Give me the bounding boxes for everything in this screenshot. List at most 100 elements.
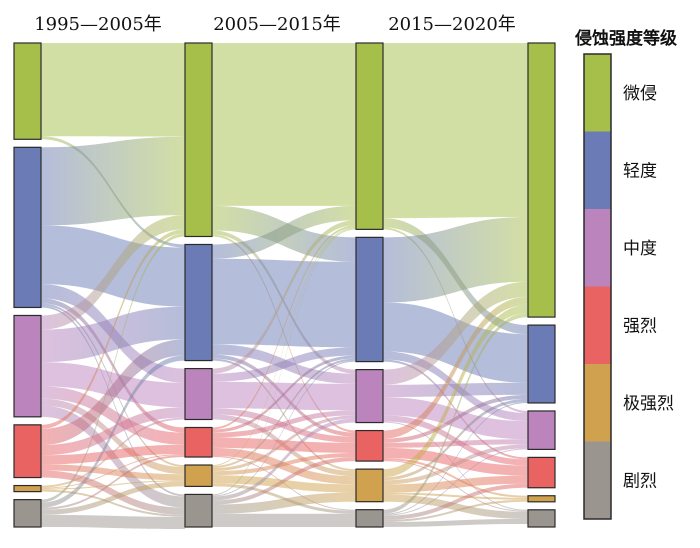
flow-link-0-2-4 [41, 398, 185, 475]
legend-swatch-2 [584, 209, 611, 287]
flow-link-2-4-2 [383, 444, 528, 485]
flow-link-2-4-1 [383, 398, 528, 481]
legend-swatch-1 [584, 131, 611, 209]
flow-link-2-0-0 [383, 43, 528, 219]
flow-link-1-4-3 [212, 452, 356, 476]
node-stage2-cat1 [355, 236, 384, 363]
node-stage0-cat1 [13, 146, 42, 309]
flow-link-1-3-3 [212, 437, 356, 453]
flow-link-0-1-5 [41, 305, 185, 497]
flow-link-0-3-3 [41, 444, 185, 465]
node-stage0-cat0 [13, 42, 42, 140]
legend-title: 侵蚀强度等级 [574, 28, 677, 49]
flow-link-0-1-0 [41, 136, 185, 226]
flow-link-1-4-0 [212, 227, 356, 467]
flow-link-0-2-3 [41, 386, 185, 445]
flow-link-2-3-2 [383, 439, 528, 448]
legend-swatch-0 [584, 54, 611, 132]
node-stage1-cat1 [184, 243, 213, 362]
flow-link-1-5-2 [212, 418, 356, 501]
node-stage0-cat5 [13, 499, 42, 528]
flow-link-0-4-3 [41, 453, 185, 489]
node-stage2-cat5 [355, 509, 384, 528]
node-stage1-cat2 [184, 367, 213, 421]
node-stage2-cat3 [355, 429, 384, 462]
flow-link-2-5-4 [383, 499, 528, 522]
flow-link-2-5-3 [383, 483, 528, 520]
flow-link-1-4-2 [212, 415, 356, 472]
flow-link-2-5-5 [383, 518, 528, 527]
flow-link-0-0-0 [41, 43, 185, 137]
node-stage2-cat0 [355, 42, 384, 230]
node-stage3-cat2 [527, 410, 556, 450]
legend-label-4: 极强烈 [623, 394, 674, 414]
flow-link-1-5-5 [212, 513, 356, 527]
legend-label-5: 剧烈 [623, 471, 657, 491]
flow-link-2-1-0 [383, 216, 528, 303]
node-stage2-cat4 [355, 468, 384, 503]
stage-label-0: 1995—2005年 [34, 14, 162, 35]
flow-link-1-4-1 [212, 358, 356, 469]
flow-link-0-4-4 [41, 480, 185, 490]
flow-link-1-1-0 [212, 205, 356, 259]
stage-label-2: 2015—2020年 [388, 14, 516, 35]
flow-link-1-3-1 [212, 355, 356, 433]
node-stage0-cat2 [13, 314, 42, 418]
node-stage3-cat1 [527, 324, 556, 404]
legend-swatch-4 [584, 364, 611, 442]
legend-label-2: 中度 [623, 239, 657, 259]
flow-link-0-5-3 [41, 454, 185, 510]
flow-link-2-1-1 [383, 302, 528, 383]
flow-link-0-2-0 [41, 215, 185, 330]
node-stage2-cat2 [355, 368, 384, 424]
flow-link-0-5-0 [41, 233, 185, 503]
flow-link-2-4-5 [383, 494, 528, 519]
node-stage0-cat4 [13, 484, 42, 493]
flow-link-1-4-4 [212, 475, 356, 493]
flow-link-0-4-2 [41, 417, 185, 488]
legend-label-0: 微侵 [623, 84, 657, 104]
flow-link-0-2-1 [41, 306, 185, 363]
flow-link-0-5-1 [41, 355, 185, 508]
legend-swatch-3 [584, 286, 611, 364]
flow-link-0-5-4 [41, 481, 185, 515]
flow-link-2-5-2 [383, 448, 528, 516]
node-stage1-cat3 [184, 426, 213, 458]
node-stage3-cat0 [527, 42, 556, 318]
flow-link-0-4-5 [41, 489, 185, 517]
flow-link-2-5-0 [383, 313, 528, 514]
node-stage1-cat5 [184, 493, 213, 528]
flow-link-1-4-5 [212, 483, 356, 514]
node-stage1-cat0 [184, 42, 213, 238]
flow-link-1-0-0 [212, 43, 356, 206]
flow-link-1-1-1 [212, 258, 356, 348]
stage-label-1: 2005—2015年 [213, 14, 341, 35]
legend-border [583, 53, 612, 520]
node-stage3-cat4 [527, 495, 556, 503]
flow-link-1-5-1 [212, 360, 356, 497]
flow-link-2-4-4 [383, 492, 528, 500]
flow-link-0-5-5 [41, 514, 185, 530]
flow-link-2-3-1 [383, 394, 528, 443]
flow-link-1-3-0 [212, 225, 356, 430]
flow-link-0-1-3 [41, 298, 185, 433]
flow-link-1-2-1 [212, 347, 356, 382]
node-stage3-cat3 [527, 456, 556, 489]
legend-swatch-5 [584, 441, 611, 519]
node-stage1-cat4 [184, 464, 213, 488]
node-stage0-cat3 [13, 424, 42, 479]
flow-link-2-5-1 [383, 401, 528, 515]
flow-link-1-1-4 [212, 358, 356, 472]
flow-link-1-2-0 [212, 220, 356, 374]
flow-links [41, 43, 528, 530]
stage-nodes [13, 42, 556, 528]
flow-link-0-3-4 [41, 464, 185, 481]
flow-link-2-3-4 [383, 458, 528, 498]
flow-link-1-3-2 [212, 410, 356, 438]
flow-link-0-3-1 [41, 339, 185, 446]
flow-link-0-3-5 [41, 470, 185, 515]
flow-link-2-4-0 [383, 304, 528, 478]
flow-link-0-3-0 [41, 229, 185, 429]
